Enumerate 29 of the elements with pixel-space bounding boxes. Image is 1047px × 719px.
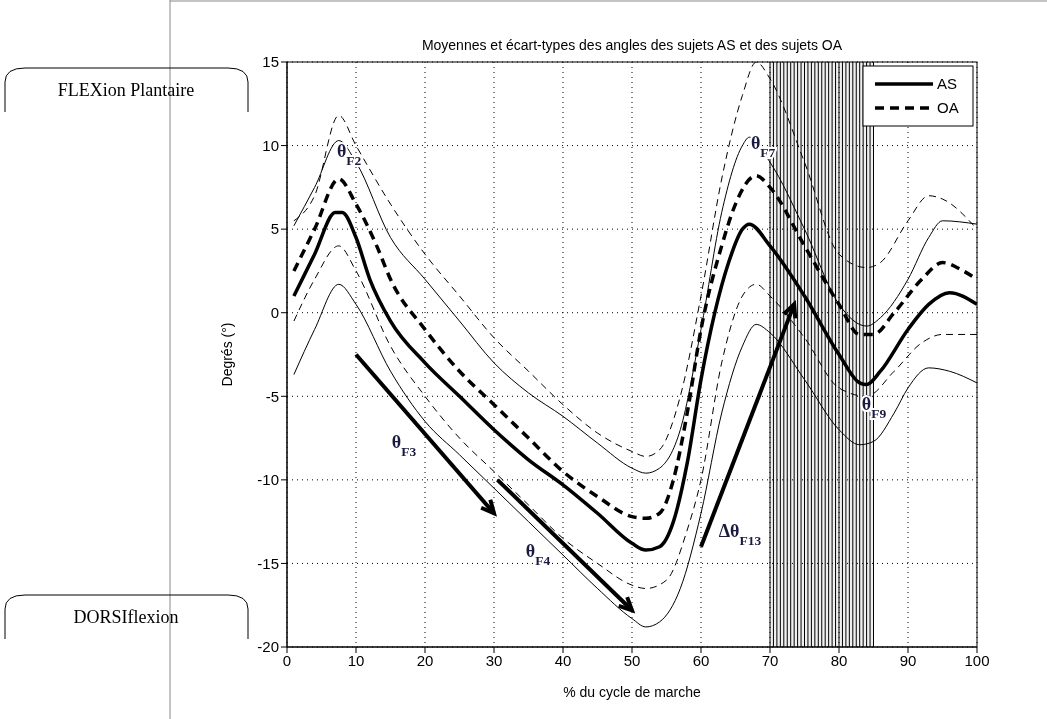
x-tick-label: 10: [347, 651, 365, 669]
legend-label: AS: [937, 75, 958, 92]
y-tick-label: 10: [262, 136, 279, 154]
x-axis-title: % du cycle de marche: [563, 684, 702, 700]
text: FLEXion Plantaire: [57, 80, 195, 100]
annotation: Δθ$_{F13}$: [718, 521, 762, 548]
x-tick-label: 70: [761, 651, 779, 669]
chart-title: Moyennes et écart-types des angles des sujets AS et des sujets OA: [421, 37, 843, 53]
y-tick-label: -15: [257, 554, 279, 572]
annotation: θ$_{F4}$: [525, 541, 551, 568]
x-tick-label: 100: [964, 651, 990, 669]
x-tick-label: 30: [485, 651, 503, 669]
x-tick-label: 80: [830, 651, 848, 669]
y-tick-label: -10: [257, 471, 279, 489]
y-tick-label: 5: [270, 220, 279, 238]
annotation: θ$_{F3}$: [391, 432, 417, 459]
y-tick-label: 0: [270, 304, 279, 322]
x-tick-label: 50: [623, 651, 641, 669]
y-tick-label: 15: [262, 53, 279, 71]
x-tick-label: 90: [899, 651, 917, 669]
x-tick-label: 0: [282, 651, 292, 669]
y-axis-title: Degrés (°): [218, 322, 235, 387]
text: DORSIflexion: [73, 607, 179, 627]
x-tick-label: 40: [554, 651, 572, 669]
legend-label: OA: [937, 99, 959, 116]
x-tick-label: 60: [692, 651, 710, 669]
y-tick-label: -5: [265, 387, 279, 405]
y-tick-label: -20: [257, 638, 279, 656]
x-tick-label: 20: [416, 651, 434, 669]
